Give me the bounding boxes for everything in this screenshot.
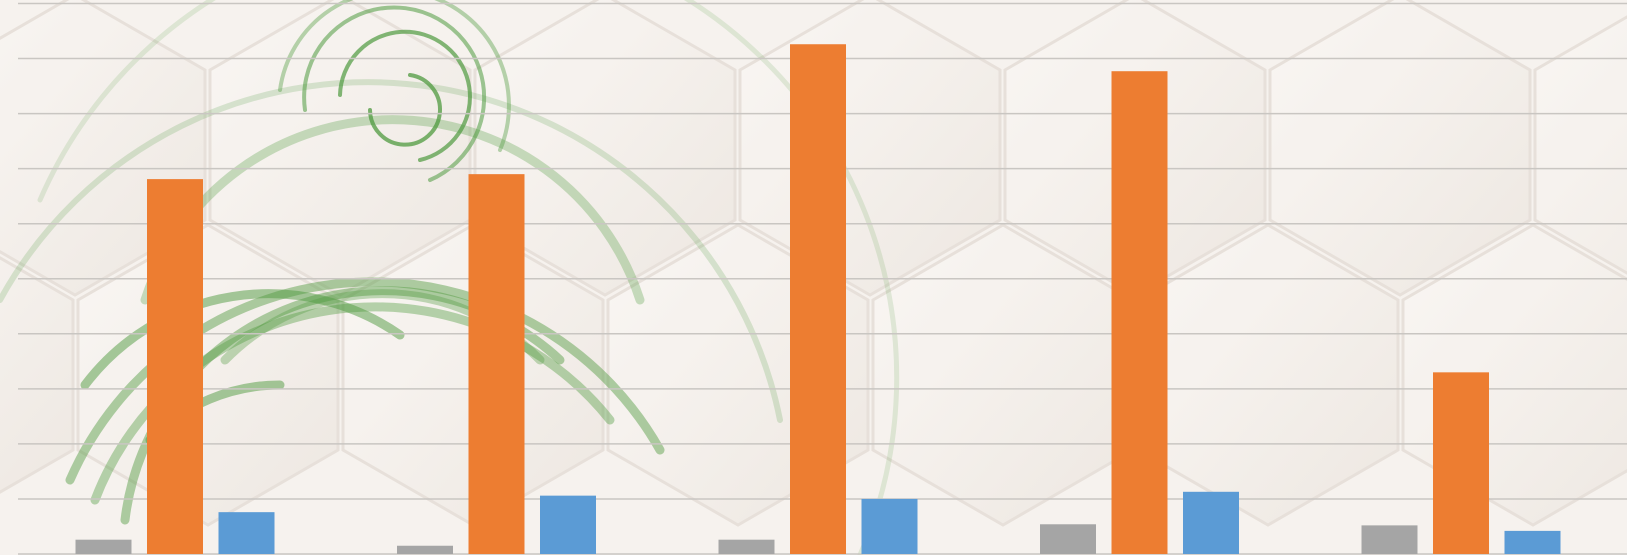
bar-series-2-category-5 <box>1433 372 1489 554</box>
bar-series-1-category-5 <box>1361 525 1418 554</box>
bar-series-1-category-1 <box>75 539 132 554</box>
bars <box>75 44 1561 555</box>
bar-series-2-category-4 <box>1111 71 1168 555</box>
bar-series-3-category-3 <box>861 498 918 554</box>
bar-series-2-category-1 <box>147 179 203 554</box>
bar-series-3-category-1 <box>218 512 275 554</box>
bar-series-2-category-2 <box>468 174 525 554</box>
bar-series-1-category-4 <box>1040 524 1096 554</box>
bar-series-3-category-4 <box>1183 491 1239 554</box>
bar-series-1-category-2 <box>397 545 453 554</box>
bar-series-3-category-2 <box>540 495 596 554</box>
bar-series-3-category-5 <box>1504 530 1561 554</box>
bar-series-2-category-3 <box>790 44 846 554</box>
bar-series-1-category-3 <box>718 539 775 554</box>
